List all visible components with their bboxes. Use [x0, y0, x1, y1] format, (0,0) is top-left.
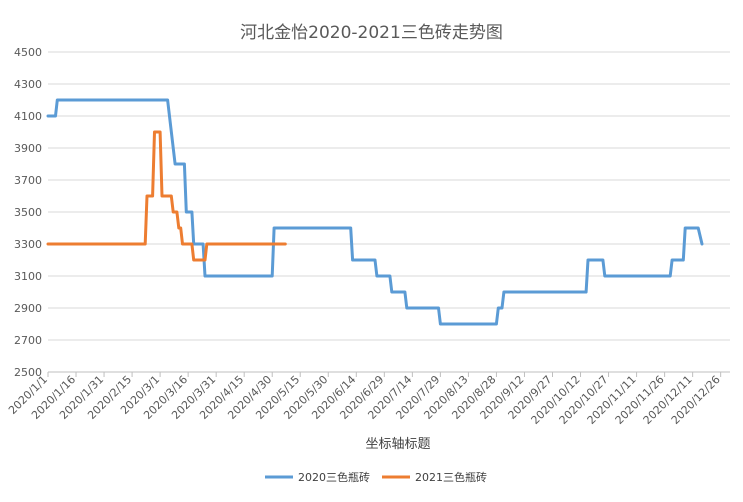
y-tick-label: 2700	[14, 334, 42, 347]
series-line-2	[46, 130, 287, 262]
y-tick-label: 4100	[14, 110, 42, 123]
y-tick-label: 2500	[14, 366, 42, 379]
x-axis-title: 坐标轴标题	[365, 437, 430, 452]
y-tick-label: 3500	[14, 206, 42, 219]
legend-label: 2020三色瓶砖	[298, 470, 370, 484]
y-tick-label: 4500	[14, 46, 42, 59]
series-line-1	[46, 98, 704, 326]
legend-item: 2020三色瓶砖	[265, 470, 370, 484]
y-tick-label: 2900	[14, 302, 42, 315]
y-tick-label: 3300	[14, 238, 42, 251]
chart-title: 河北金怡2020-2021三色砖走势图	[240, 23, 503, 43]
series-lines	[46, 98, 704, 326]
y-tick-label: 3100	[14, 270, 42, 283]
y-tick-label: 3900	[14, 142, 42, 155]
legend: 2020三色瓶砖 2021三色瓶砖	[265, 470, 487, 484]
y-tick-label: 3700	[14, 174, 42, 187]
legend-item: 2021三色瓶砖	[382, 470, 487, 484]
y-tick-label: 4300	[14, 78, 42, 91]
axes: 2500 2700 2900 3100 3300 3500 3700 3900 4100 4300…	[6, 46, 730, 427]
legend-label: 2021三色瓶砖	[415, 470, 487, 484]
